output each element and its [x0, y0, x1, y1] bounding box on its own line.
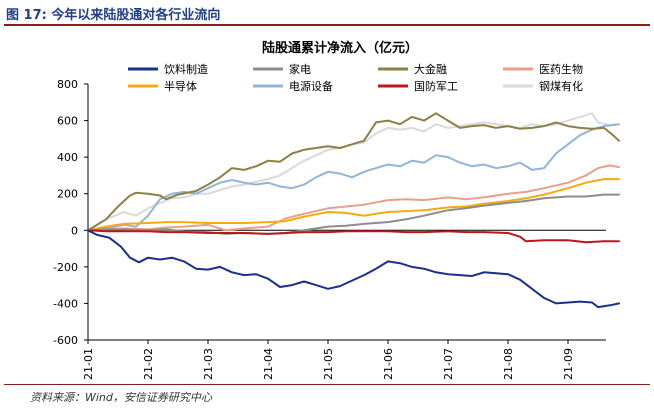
series-line	[87, 178, 620, 232]
x-tick-label: 21-05	[322, 348, 335, 380]
x-tick-label: 21-07	[442, 348, 455, 380]
series-line	[87, 229, 620, 244]
legend-label: 电源设备	[289, 79, 333, 93]
series-line	[87, 112, 620, 232]
x-tick-label: 21-04	[262, 348, 275, 380]
series-line	[87, 112, 620, 232]
legend-label: 饮料制造	[164, 62, 208, 76]
legend-label: 钢煤有化	[539, 79, 583, 93]
legend-label: 家电	[289, 62, 311, 76]
figure-title: 图 17: 今年以来陆股通对各行业流向	[6, 8, 221, 23]
y-tick-label: -200	[53, 261, 78, 274]
legend-label: 医药生物	[539, 62, 583, 76]
y-tick-label: -400	[53, 297, 78, 310]
y-tick-label: 400	[57, 151, 78, 164]
x-tick-label: 21-03	[202, 348, 215, 380]
x-tick-label: 21-09	[562, 348, 575, 380]
series-line	[87, 164, 620, 232]
legend-label: 国防军工	[414, 79, 458, 93]
y-tick-label: 800	[57, 78, 78, 91]
y-tick-label: 200	[57, 188, 78, 201]
y-tick-label: -600	[53, 334, 78, 347]
x-tick-label: 21-06	[382, 348, 395, 380]
series-line	[87, 229, 620, 309]
legend-label: 半导体	[164, 79, 197, 93]
series-lines	[87, 112, 620, 309]
chart-title: 陆股通累计净流入（亿元）	[262, 40, 418, 56]
x-tick-label: 21-01	[82, 348, 95, 380]
x-tick-label: 21-08	[502, 348, 515, 380]
y-tick-label: 0	[71, 224, 78, 237]
x-tick-label: 21-02	[142, 348, 155, 380]
title-rule	[4, 24, 650, 26]
source-rule	[4, 384, 650, 385]
source-note: 资料来源：Wind，安信证券研究中心	[30, 391, 212, 404]
legend-label: 大金融	[414, 62, 447, 76]
series-line	[87, 193, 620, 235]
y-tick-label: 600	[57, 115, 78, 128]
